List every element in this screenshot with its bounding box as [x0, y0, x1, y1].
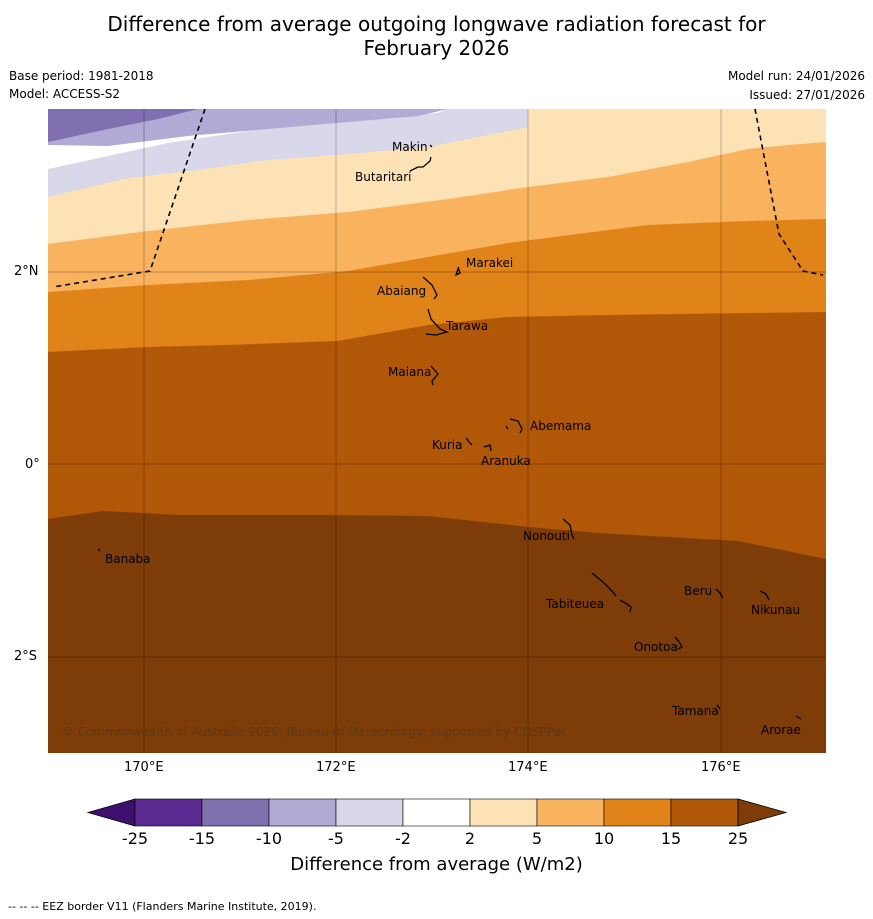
base-period: Base period: 1981-2018 — [9, 69, 154, 83]
colorbar-tick-label: -15 — [188, 829, 216, 848]
place-kuria: Kuria — [432, 438, 463, 452]
colorbar-segment — [335, 798, 404, 827]
issued-date: Issued: 27/01/2026 — [749, 88, 865, 102]
colorbar-tick-label: -2 — [395, 829, 411, 848]
colorbar-segment — [536, 798, 605, 827]
colorbar-tick-label: 5 — [531, 829, 543, 848]
model-name: Model: ACCESS-S2 — [9, 87, 121, 101]
place-butaritari: Butaritari — [355, 170, 412, 184]
colorbar-segment — [469, 798, 538, 827]
lon-label-176e: 176°E — [701, 760, 741, 775]
colorbar-segment — [134, 798, 203, 827]
place-tabiteuea: Tabiteuea — [545, 597, 604, 611]
colorbar — [86, 798, 788, 827]
place-onotoa: Onotoa — [634, 640, 678, 654]
place-nonouti: Nonouti — [523, 529, 570, 543]
colorbar-segment — [402, 798, 471, 827]
lat-label-0: 0° — [25, 457, 40, 472]
place-tamana: Tamana — [671, 704, 719, 718]
place-nikunau: Nikunau — [751, 603, 800, 617]
place-abaiang: Abaiang — [377, 284, 426, 298]
colorbar-tick-label: -5 — [328, 829, 344, 848]
colorbar-extend-low — [86, 798, 136, 827]
band-minus-10-15 — [48, 109, 198, 142]
place-abemama: Abemama — [530, 419, 591, 433]
place-banaba: Banaba — [105, 552, 151, 566]
colorbar-extend-high — [737, 798, 788, 827]
lon-label-172e: 172°E — [316, 760, 356, 775]
colorbar-segment — [670, 798, 739, 827]
colorbar-tick-label: -10 — [255, 829, 283, 848]
place-arorae: Arorae — [761, 723, 801, 737]
colorbar-label: Difference from average (W/m2) — [290, 854, 583, 875]
place-beru: Beru — [684, 584, 712, 598]
colorbar-tick-label: 25 — [727, 829, 749, 848]
copyright-notice: © Commonwealth of Australia 2026, Bureau… — [62, 725, 567, 739]
place-tarawa: Tarawa — [445, 319, 488, 333]
island-outlines — [97, 144, 802, 720]
colorbar-segment — [603, 798, 672, 827]
colorbar-segment — [268, 798, 337, 827]
band-minus-2-5 — [48, 109, 528, 197]
chart-title: Difference from average outgoing longwav… — [0, 12, 873, 60]
eez-legend-note: -- -- -- EEZ border V11 (Flanders Marine… — [8, 900, 317, 913]
colorbar-tick-label: 15 — [660, 829, 682, 848]
place-makin: Makin — [392, 140, 428, 154]
colorbar-tick-label: 10 — [593, 829, 615, 848]
title-line-2: February 2026 — [363, 36, 510, 60]
place-maiana: Maiana — [388, 365, 431, 379]
model-run: Model run: 24/01/2026 — [727, 69, 865, 83]
eez-borders — [52, 109, 824, 288]
gridlines — [48, 109, 826, 753]
colorbar-tick-label: 2 — [464, 829, 476, 848]
place-labels: Makin Butaritari Marakei Abaiang Tarawa … — [105, 140, 801, 737]
forecast-map: Makin Butaritari Marakei Abaiang Tarawa … — [48, 109, 826, 753]
colorbar-tick-label: -25 — [121, 829, 149, 848]
lat-label-2n: 2°N — [14, 264, 39, 279]
lon-label-170e: 170°E — [124, 760, 164, 775]
place-marakei: Marakei — [466, 256, 513, 270]
title-line-1: Difference from average outgoing longwav… — [107, 12, 766, 36]
place-aranuka: Aranuka — [481, 454, 531, 468]
lat-label-2s: 2°S — [14, 649, 38, 664]
lon-label-174e: 174°E — [508, 760, 548, 775]
colorbar-segment — [201, 798, 270, 827]
